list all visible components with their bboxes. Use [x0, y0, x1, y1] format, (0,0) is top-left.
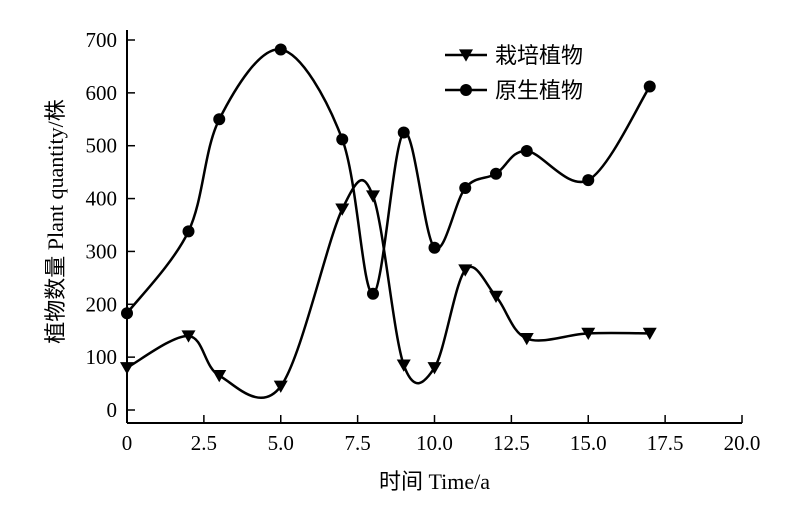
y-tick-label: 0 [107, 398, 118, 422]
x-tick-label: 20.0 [724, 431, 761, 455]
series-2-point [336, 133, 349, 146]
x-tick-label: 0 [122, 431, 133, 455]
series-layer [120, 43, 657, 399]
series-2-point [490, 167, 502, 180]
series-1-point [181, 330, 196, 343]
series-1-point [581, 327, 596, 341]
legend-marker [460, 84, 472, 96]
series-2-point [274, 43, 287, 56]
legend-label: 原生植物 [495, 78, 583, 103]
x-axis-title: 时间 Time/a [379, 469, 490, 494]
x-tick-label: 10.0 [416, 431, 453, 455]
legend-marker [459, 49, 473, 62]
series-2-point [213, 113, 226, 126]
series-1 [120, 179, 657, 399]
y-tick-label: 200 [86, 292, 118, 316]
series-2-point [367, 287, 379, 300]
series-1-point [335, 203, 350, 216]
series-1-point [396, 359, 411, 372]
series-1-point [273, 380, 288, 393]
x-tick-label: 15.0 [570, 431, 607, 455]
y-tick-label: 600 [86, 81, 118, 105]
y-axis-title: 植物数量 Plant quantity/株 [43, 99, 68, 343]
series-1-point [458, 264, 473, 277]
series-2-point [520, 145, 533, 157]
x-tick-label: 7.5 [345, 431, 371, 455]
series-2-point [182, 225, 195, 238]
series-1-point [427, 362, 442, 375]
y-tick-label: 500 [86, 134, 118, 158]
series-1-point [489, 290, 503, 304]
y-ticks: 0 100 200 300 400 500 600 700 [86, 28, 135, 422]
series-2-point [397, 126, 410, 139]
series-2-point [582, 174, 595, 187]
series-2 [121, 43, 656, 320]
series-1-point [642, 327, 657, 341]
x-tick-label: 5.0 [268, 431, 294, 455]
x-tick-label: 17.5 [647, 431, 684, 455]
series-1-line [126, 179, 650, 399]
y-tick-label: 100 [86, 345, 118, 369]
series-2-point [643, 80, 656, 93]
series-1-point [212, 370, 227, 383]
y-tick-label: 400 [86, 187, 118, 211]
series-2-point [459, 182, 472, 194]
x-tick-label: 12.5 [493, 431, 530, 455]
series-2-point [121, 307, 133, 320]
y-tick-label: 300 [86, 239, 118, 263]
x-tick-label: 2.5 [191, 431, 217, 455]
series-1-point [519, 333, 534, 346]
series-1-point [120, 362, 134, 375]
x-ticks: 0 2.5 5.0 7.5 10.0 12.5 15.0 17.5 20.0 [122, 415, 761, 455]
series-2-point [428, 241, 441, 254]
legend-label: 栽培植物 [495, 43, 583, 68]
series-1-point [366, 190, 380, 203]
y-tick-label: 700 [86, 28, 118, 52]
